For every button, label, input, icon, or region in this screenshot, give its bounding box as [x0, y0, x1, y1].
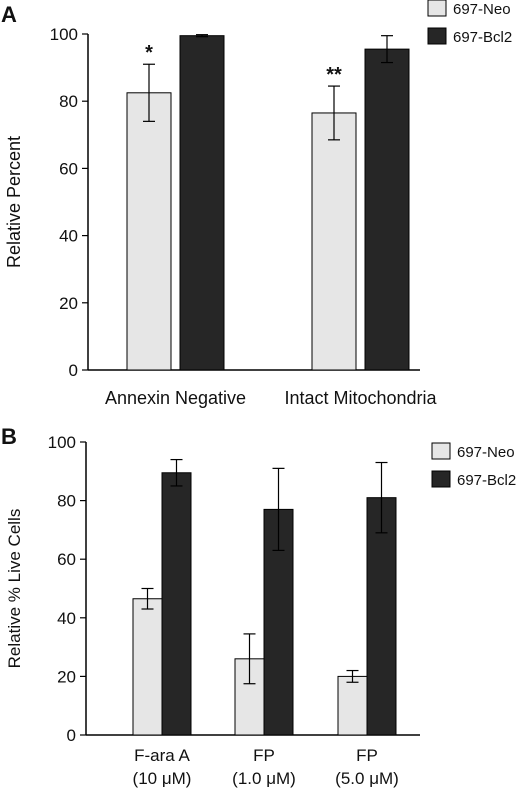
panel-b-chart: B 0 20 40 60 80 100 Relative % Live Cells F-ara …: [1, 424, 516, 788]
legend-label: 697-Bcl2: [457, 472, 516, 489]
significance-annotation: **: [326, 64, 342, 86]
x-tick-label: F-ara A: [134, 746, 190, 765]
y-tick-label: 60: [59, 159, 78, 178]
y-tick-label: 40: [59, 227, 78, 246]
panel-letter: B: [1, 424, 17, 449]
y-tick-label: 100: [50, 25, 78, 44]
legend-label: 697-Neo: [457, 444, 515, 461]
y-tick-label: 20: [59, 294, 78, 313]
legend-label: 697-Bcl2: [453, 29, 512, 46]
y-tick-label: 40: [57, 609, 76, 628]
legend-swatch: [427, 0, 447, 17]
y-tick-label: 100: [48, 433, 76, 452]
bar: [364, 48, 410, 371]
bar: [366, 497, 397, 736]
x-tick-label: FP: [356, 746, 378, 765]
bar: [161, 472, 192, 736]
bar: [179, 35, 225, 371]
panel-a-chart: A 0 20 40 60 80 100 Relative Percent Annexin Neg…: [1, 0, 512, 408]
bar: [126, 92, 172, 371]
x-tick-label: (10 μM): [133, 769, 192, 788]
y-axis-label: Relative Percent: [4, 136, 24, 268]
x-tick-label: Annexin Negative: [105, 388, 246, 408]
legend-swatch: [431, 470, 451, 488]
y-tick-label: 80: [57, 492, 76, 511]
panel-letter: A: [1, 2, 17, 27]
bar: [311, 112, 357, 371]
y-tick-label: 60: [57, 550, 76, 569]
y-tick-label: 0: [67, 726, 76, 745]
x-tick-label: FP: [253, 746, 275, 765]
x-tick-label: (1.0 μM): [232, 769, 296, 788]
significance-annotation: *: [145, 42, 153, 64]
y-tick-label: 80: [59, 92, 78, 111]
legend-label: 697-Neo: [453, 1, 511, 18]
bar: [132, 598, 163, 736]
y-tick-label: 0: [69, 361, 78, 380]
x-tick-label: (5.0 μM): [335, 769, 399, 788]
legend-swatch: [431, 442, 451, 460]
y-axis-label: Relative % Live Cells: [5, 509, 24, 669]
bar: [337, 675, 368, 736]
legend-swatch: [427, 27, 447, 45]
x-tick-label: Intact Mitochondria: [284, 388, 437, 408]
y-tick-label: 20: [57, 667, 76, 686]
